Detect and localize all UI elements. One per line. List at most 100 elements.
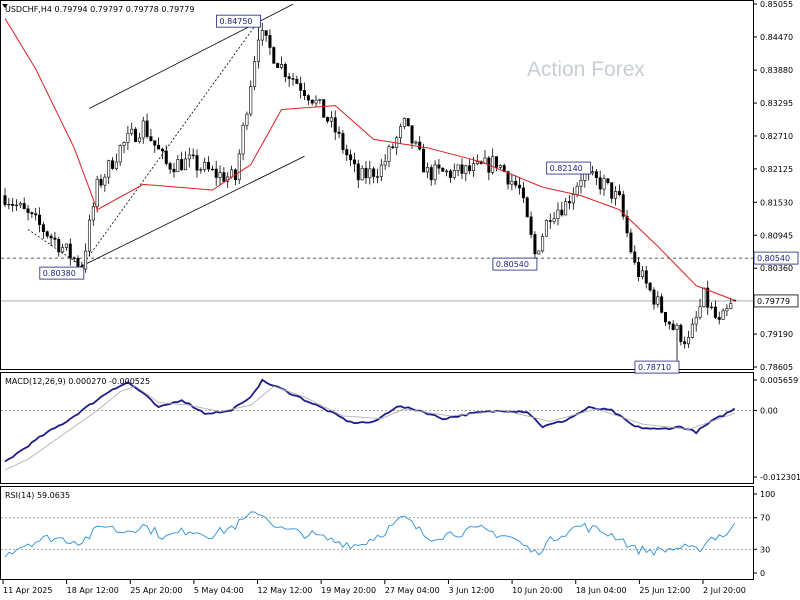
rsi-panel-frame <box>0 486 754 580</box>
candle <box>567 195 571 210</box>
candle <box>264 30 268 42</box>
candle <box>506 170 510 190</box>
candle <box>610 182 614 204</box>
candle <box>721 308 725 320</box>
price-label-text: 0.80380 <box>43 269 76 278</box>
candle <box>134 127 138 143</box>
candle <box>660 293 664 314</box>
time-axis: 11 Apr 2025 18 Apr 12:00 25 Apr 20:00 5 May… <box>2 580 746 595</box>
candle <box>22 197 26 210</box>
candle <box>26 204 30 221</box>
candle <box>256 21 260 69</box>
candle <box>368 160 372 185</box>
rsi-series <box>1 511 753 558</box>
candle <box>249 80 253 117</box>
candle <box>207 156 211 172</box>
candle <box>533 231 537 259</box>
price-panel-title: USDCHF,H4 0.79794 0.79797 0.79778 0.7977… <box>5 5 194 14</box>
candle <box>84 243 88 273</box>
candle <box>222 167 226 183</box>
candle <box>525 196 529 218</box>
candle <box>387 144 391 168</box>
candle <box>372 166 376 184</box>
candle <box>95 175 99 213</box>
candle <box>318 98 322 104</box>
macd-series <box>1 378 753 471</box>
candle <box>644 265 648 289</box>
watermark: Action Forex <box>527 58 645 81</box>
candle <box>160 147 164 160</box>
price-axis-tick-label: 0.80360 <box>760 264 793 273</box>
candle <box>145 113 149 139</box>
candle <box>287 72 291 87</box>
candle <box>621 190 625 220</box>
candle <box>698 298 702 320</box>
macd-panel-frame <box>0 372 754 484</box>
chevron-down-icon[interactable] <box>2 4 8 8</box>
macd-axis-tick-label: -0.012301 <box>760 473 800 482</box>
price-panel-frame <box>0 0 754 370</box>
candle <box>441 167 445 172</box>
candle <box>640 265 644 280</box>
candle <box>648 281 652 292</box>
candle <box>30 211 34 219</box>
candle <box>68 238 72 266</box>
candle <box>191 148 195 160</box>
price-axis-tick-label: 0.84470 <box>760 33 793 42</box>
candle <box>172 162 176 178</box>
price-axis-tick-label: 0.80945 <box>760 231 793 240</box>
horizontal-levels: 0.80540 0.79779 <box>1 251 799 308</box>
candle <box>671 320 675 331</box>
candle <box>111 157 115 170</box>
candle <box>729 297 733 310</box>
candle <box>418 136 422 151</box>
candle <box>141 116 145 144</box>
rsi-axis-tick-label: 0 <box>760 569 765 578</box>
sma-line <box>4 18 735 301</box>
candle <box>195 149 199 178</box>
candle <box>518 176 522 195</box>
candle <box>45 230 49 239</box>
candle <box>245 111 249 130</box>
candle <box>548 213 552 229</box>
macd-line <box>4 378 736 463</box>
candle <box>176 155 180 173</box>
channel-line <box>81 155 305 267</box>
time-axis-tick-label: 25 Jun 12:00 <box>639 586 690 595</box>
candle <box>364 160 368 184</box>
candle <box>414 140 418 145</box>
candle <box>283 62 287 83</box>
candle <box>218 165 222 186</box>
candle <box>713 300 717 319</box>
candle <box>11 197 15 212</box>
candle <box>383 154 387 170</box>
time-axis-tick-label: 5 May 04:00 <box>194 586 244 595</box>
candle <box>675 322 679 362</box>
candle <box>495 156 499 172</box>
time-axis-tick-label: 18 Jun 04:00 <box>576 586 627 595</box>
candle <box>598 170 602 195</box>
time-axis-tick-label: 12 May 12:00 <box>258 586 313 595</box>
candle <box>15 199 19 211</box>
candle <box>18 201 22 209</box>
candle <box>402 117 406 130</box>
price-axis-tick-label: 0.85055 <box>760 0 793 9</box>
candle <box>633 245 637 265</box>
macd-axis: 0.005659 0.00 -0.012301 <box>753 376 800 482</box>
candle <box>241 122 245 161</box>
current-price-tag <box>753 294 799 308</box>
candle <box>617 184 621 197</box>
candle <box>3 187 7 208</box>
candle <box>498 164 502 171</box>
candle <box>41 221 45 239</box>
price-axis-tick-label: 0.82125 <box>760 165 793 174</box>
rsi-axis-tick-label: 30 <box>760 545 770 554</box>
candle <box>687 330 691 349</box>
price-labels: 0.84750 0.80380 0.80540 0.82140 0.78710 <box>39 14 680 374</box>
candle <box>137 132 141 144</box>
candle <box>475 154 479 166</box>
candle <box>214 160 218 186</box>
candle <box>468 158 472 175</box>
candle <box>425 162 429 179</box>
candle <box>260 22 264 46</box>
